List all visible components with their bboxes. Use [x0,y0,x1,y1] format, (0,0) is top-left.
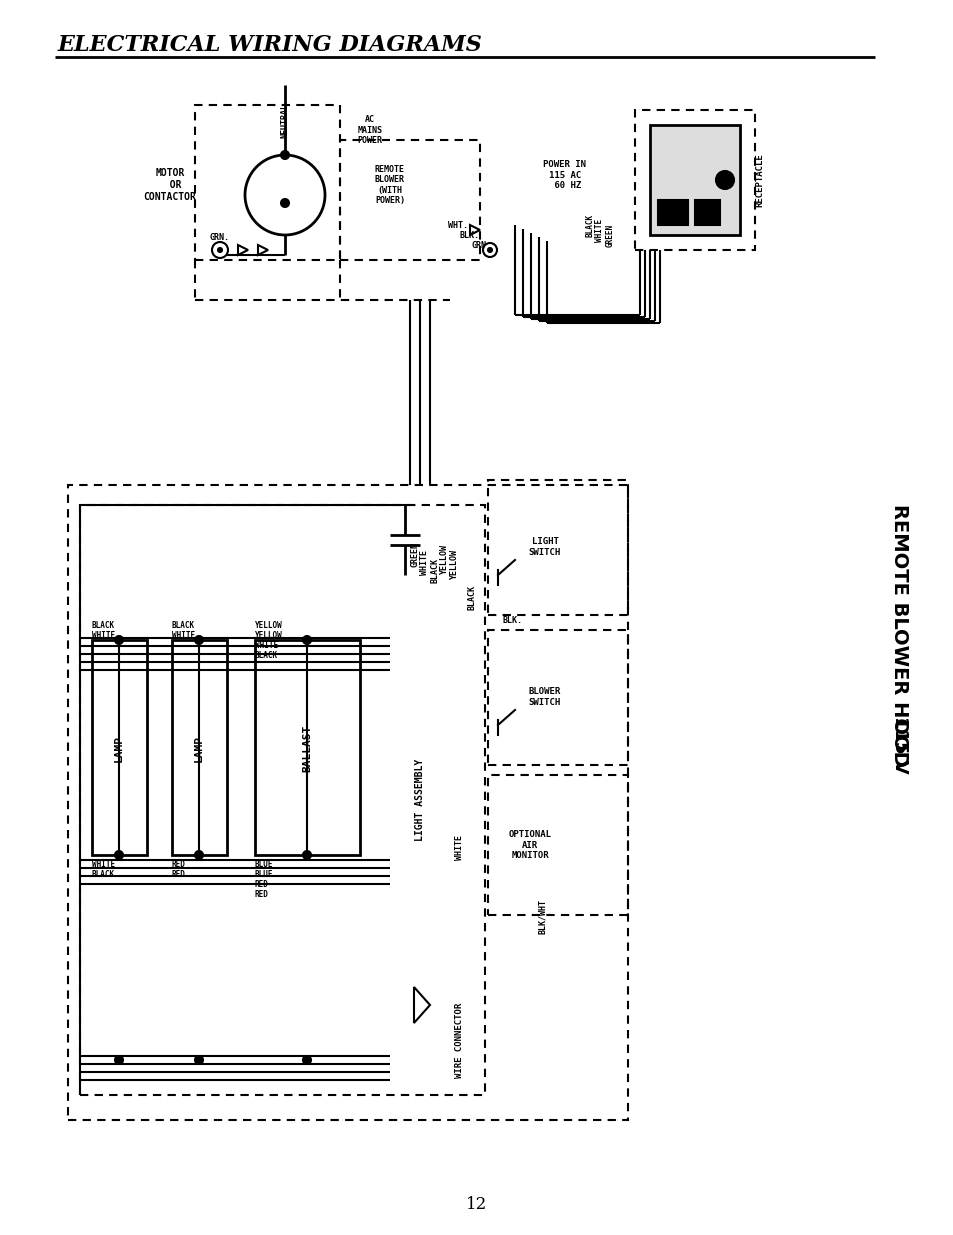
Text: BLACK: BLACK [467,585,476,610]
Text: 12: 12 [466,1197,487,1214]
Circle shape [482,243,497,257]
Bar [254,640,359,855]
Circle shape [115,1056,123,1065]
Text: REMOTE
BLOWER
(WITH
POWER): REMOTE BLOWER (WITH POWER) [375,165,405,205]
Circle shape [303,851,311,860]
Text: BLACK: BLACK [430,558,439,583]
Text: OPTIONAL
AIR
MONITOR: OPTIONAL AIR MONITOR [508,830,551,860]
Text: BLACK: BLACK [172,621,195,630]
Text: WHITE: WHITE [595,219,604,242]
Circle shape [212,242,228,258]
Circle shape [194,1056,203,1065]
Circle shape [115,636,123,643]
Text: GREEN: GREEN [410,542,419,567]
Bar [194,105,339,261]
Bar [488,630,627,764]
Text: GRN.: GRN. [472,241,492,249]
Bar [488,776,627,915]
Text: GREEN: GREEN [605,224,614,247]
Text: REMOTE BLOWER HOOD: REMOTE BLOWER HOOD [889,504,908,767]
Text: BLK/WHT: BLK/WHT [537,899,546,935]
Circle shape [218,248,222,252]
Text: YELLOW: YELLOW [450,550,459,580]
Text: BLK.: BLK. [502,615,522,625]
Circle shape [281,199,289,207]
Bar [695,200,720,225]
Text: BLACK: BLACK [91,869,115,879]
Bar [635,110,754,249]
Bar [91,640,147,855]
Text: WHITE: WHITE [91,860,115,869]
Bar [68,485,627,1120]
Text: RECEPTACLE: RECEPTACLE [755,153,763,207]
Text: WHT.: WHT. [448,221,468,230]
Text: POWER IN
115 AC
 60 HZ: POWER IN 115 AC 60 HZ [543,161,586,190]
Circle shape [194,636,203,643]
Text: MOTOR
  OR
CONTACTOR: MOTOR OR CONTACTOR [143,168,196,201]
Text: NEUTRAL: NEUTRAL [280,103,289,137]
Text: GRN.: GRN. [210,232,230,242]
Text: ELECTRICAL WIRING DIAGRAMS: ELECTRICAL WIRING DIAGRAMS [58,35,482,56]
Text: RED: RED [254,890,269,899]
Text: RED: RED [254,881,269,889]
Text: 115 V: 115 V [890,716,908,774]
Circle shape [303,1056,311,1065]
Text: WHITE: WHITE [420,550,429,576]
Text: BLUE: BLUE [254,860,274,869]
Text: WHITE: WHITE [455,835,464,860]
Text: BLK.: BLK. [459,231,479,240]
Text: WHITE: WHITE [172,631,195,640]
Text: RED: RED [172,860,186,869]
Text: LIGHT ASSEMBLY: LIGHT ASSEMBLY [415,758,424,841]
Circle shape [281,151,289,159]
Text: LIGHT
SWITCH: LIGHT SWITCH [528,537,560,557]
Text: BLACK: BLACK [254,651,278,659]
Bar [649,125,740,235]
Bar [339,140,479,261]
Text: BALLAST: BALLAST [302,725,312,772]
Text: BLACK: BLACK [585,214,594,237]
Text: BLOWER
SWITCH: BLOWER SWITCH [528,688,560,706]
Bar [172,640,227,855]
Text: AC
MAINS
POWER: AC MAINS POWER [357,115,382,144]
Bar [488,480,627,615]
Text: WHITE: WHITE [91,631,115,640]
Circle shape [716,170,733,189]
Text: LAMP: LAMP [113,735,124,762]
Bar [80,505,484,1095]
Text: RED: RED [172,869,186,879]
Circle shape [303,636,311,643]
Text: WHITE: WHITE [254,641,278,650]
Text: YELLOW: YELLOW [440,545,449,576]
Text: WIRE CONNECTOR: WIRE CONNECTOR [455,1003,464,1078]
Text: YELLOW: YELLOW [254,631,282,640]
Text: YELLOW: YELLOW [254,621,282,630]
Text: BLUE: BLUE [254,869,274,879]
Bar [658,200,687,225]
Circle shape [245,156,325,235]
Text: LAMP: LAMP [193,735,204,762]
Circle shape [488,248,492,252]
Circle shape [115,851,123,860]
Circle shape [194,851,203,860]
Text: BLACK: BLACK [91,621,115,630]
